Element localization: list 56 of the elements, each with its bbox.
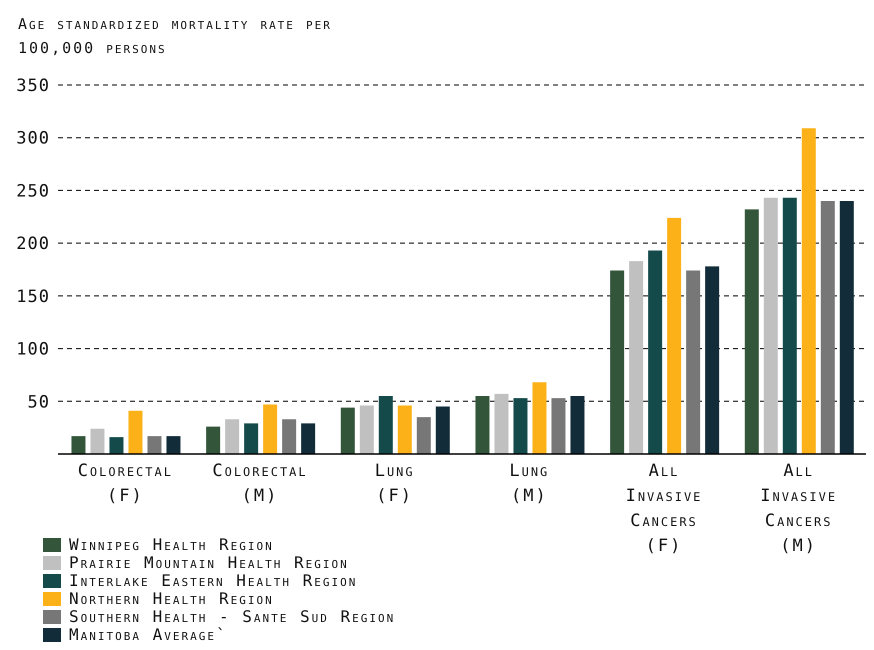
legend-label: Manitoba Average` [69, 625, 228, 644]
bar [128, 410, 142, 454]
bar [71, 436, 86, 454]
bar [532, 382, 546, 454]
legend-label: Southern Health - Sante Sud Region [69, 607, 396, 626]
legend-label: Northern Health Region [69, 589, 274, 608]
bar [166, 436, 180, 454]
bar [648, 250, 662, 454]
bar [301, 423, 316, 454]
bar [782, 198, 797, 454]
bar [551, 398, 566, 454]
bar [513, 398, 528, 454]
bar [416, 417, 431, 454]
legend-label: Prairie Mountain Health Region [69, 553, 349, 572]
y-tick-label: 350 [16, 76, 50, 96]
bar [436, 406, 450, 454]
legend-label: Winnipeg Health Region [69, 535, 274, 554]
y-axis-title: Age standardized mortality rate per 100,000 persons [18, 14, 333, 59]
bar [244, 423, 258, 454]
bar [570, 396, 584, 454]
bar [90, 428, 104, 454]
bar [610, 270, 624, 454]
bar [378, 396, 393, 454]
y-tick-label: 150 [16, 286, 50, 307]
bar [206, 426, 220, 454]
bar [475, 396, 490, 454]
y-tick-label: 200 [16, 234, 50, 254]
bar [820, 200, 835, 454]
x-tick-label: Colorectal (F) [78, 461, 173, 506]
bar [494, 394, 508, 454]
x-tick-label: Lung (M) [509, 461, 550, 506]
bar [802, 128, 816, 454]
y-tick-label: 50 [28, 392, 50, 412]
bar [629, 261, 644, 454]
bar [840, 200, 854, 454]
bar [360, 406, 374, 454]
bar [147, 436, 162, 454]
bar [340, 408, 355, 454]
x-tick-label: Colorectal (M) [212, 461, 308, 506]
bar [764, 198, 778, 454]
y-tick-label: 100 [16, 340, 50, 360]
x-tick-label: Lung (F) [374, 461, 415, 506]
bar [686, 270, 700, 454]
bar [744, 209, 759, 454]
bar [225, 419, 240, 454]
bar [705, 266, 720, 454]
y-tick-label: 300 [16, 128, 50, 149]
bar [667, 218, 682, 454]
bar [263, 404, 278, 454]
bar [109, 437, 124, 454]
bar [398, 406, 412, 454]
y-tick-label: 250 [16, 181, 50, 202]
bar [282, 419, 296, 454]
legend-label: Interlake Eastern Health Region [69, 571, 358, 590]
x-tick-label: All Invasive Cancers (F) [626, 461, 702, 556]
x-tick-label: All Invasive Cancers (M) [760, 461, 838, 556]
